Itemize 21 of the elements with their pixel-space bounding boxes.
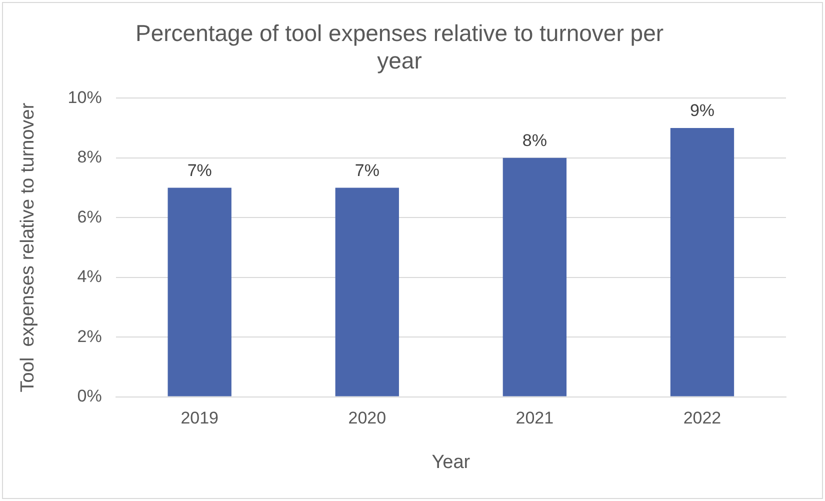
bar [670, 128, 734, 396]
y-tick-label: 4% [77, 267, 102, 286]
y-axis-title: Tool expenses relative to turnover [18, 102, 39, 392]
y-tick-label: 0% [77, 386, 102, 406]
x-axis-title: Year [432, 452, 471, 473]
x-tick-label: 2020 [348, 408, 386, 428]
bar [168, 188, 232, 396]
y-tick-label: 6% [77, 207, 102, 226]
x-tick-label: 2021 [516, 408, 554, 428]
bar [335, 188, 399, 396]
data-label: 8% [522, 131, 547, 150]
data-label: 7% [187, 160, 212, 180]
data-label: 7% [354, 160, 380, 180]
x-tick-label: 2019 [180, 408, 219, 428]
chart-title: Percentage of tool expenses relative to turnover per year [135, 20, 664, 74]
bar [502, 158, 567, 396]
data-label: 9% [690, 101, 715, 120]
y-tick-label: 10% [68, 88, 102, 107]
x-tick-label: 2022 [683, 408, 722, 428]
y-tick-label: 8% [77, 148, 102, 167]
y-tick-label: 2% [77, 326, 102, 346]
